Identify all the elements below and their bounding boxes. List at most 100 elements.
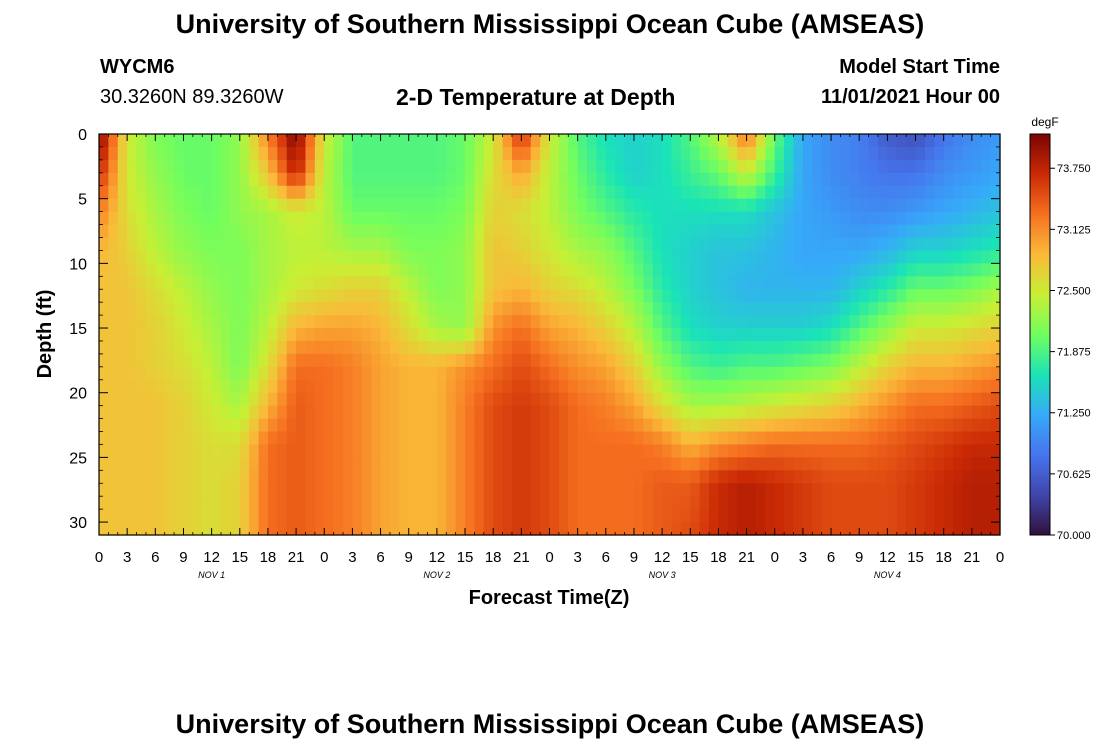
- heatmap-cell: [540, 289, 551, 303]
- heatmap-cell: [286, 185, 297, 200]
- heatmap-cell: [202, 522, 213, 536]
- heatmap-cell: [737, 134, 748, 148]
- y-tick-label: 0: [78, 127, 87, 144]
- heatmap-cell: [296, 134, 307, 148]
- heatmap-cell: [380, 444, 391, 458]
- heatmap-cell: [596, 431, 607, 446]
- heatmap-cell: [662, 509, 673, 523]
- heatmap-cell: [483, 276, 494, 290]
- heatmap-cell: [849, 198, 860, 213]
- heatmap-cell: [389, 159, 400, 174]
- heatmap-cell: [652, 353, 663, 368]
- heatmap-cell: [380, 134, 391, 148]
- heatmap-cell: [587, 444, 598, 458]
- heatmap-cell: [136, 289, 147, 303]
- heatmap-cell: [399, 250, 410, 264]
- heatmap-cell: [587, 328, 598, 342]
- heatmap-cell: [474, 444, 485, 458]
- heatmap-cell: [831, 522, 842, 536]
- heatmap-cell: [145, 289, 156, 303]
- heatmap-cell: [230, 172, 241, 187]
- heatmap-cell: [831, 483, 842, 497]
- heatmap-cell: [99, 159, 109, 174]
- heatmap-cell: [136, 146, 147, 161]
- heatmap-cell: [915, 522, 926, 536]
- x-tick-label: 12: [879, 549, 896, 566]
- x-tick-label: 18: [260, 549, 277, 566]
- heatmap-cell: [127, 353, 138, 368]
- heatmap-cell: [418, 198, 429, 213]
- heatmap-cell: [774, 328, 785, 342]
- heatmap-cell: [202, 250, 213, 264]
- heatmap-cell: [587, 418, 598, 433]
- heatmap-cell: [812, 276, 823, 290]
- heatmap-cell: [924, 211, 935, 226]
- heatmap-cell: [831, 250, 842, 264]
- heatmap-cell: [840, 159, 851, 174]
- heatmap-cell: [333, 405, 344, 420]
- heatmap-cell: [427, 522, 438, 536]
- heatmap-cell: [802, 146, 813, 161]
- heatmap-cell: [718, 224, 729, 239]
- heatmap-cell: [727, 328, 738, 342]
- heatmap-cell: [174, 444, 185, 458]
- heatmap-cell: [164, 405, 175, 420]
- heatmap-cell: [727, 340, 738, 355]
- heatmap-cell: [305, 134, 316, 148]
- heatmap-cell: [455, 250, 466, 264]
- heatmap-cell: [915, 328, 926, 342]
- heatmap-cell: [540, 159, 551, 174]
- heatmap-cell: [399, 146, 410, 161]
- heatmap-cell: [671, 366, 682, 381]
- heatmap-cell: [343, 418, 354, 433]
- heatmap-cell: [296, 431, 307, 446]
- heatmap-cell: [840, 289, 851, 303]
- heatmap-cell: [981, 198, 992, 213]
- heatmap-cell: [802, 496, 813, 510]
- heatmap-cell: [286, 224, 297, 239]
- heatmap-cell: [211, 185, 222, 200]
- heatmap-cell: [887, 392, 898, 407]
- heatmap-cell: [587, 496, 598, 510]
- heatmap-cell: [314, 159, 325, 174]
- heatmap-cell: [746, 146, 757, 161]
- heatmap-cell: [343, 509, 354, 523]
- heatmap-cell: [596, 315, 607, 329]
- heatmap-cell: [690, 340, 701, 355]
- heatmap-cell: [230, 496, 241, 510]
- heatmap-cell: [511, 470, 522, 484]
- heatmap-cell: [962, 211, 973, 226]
- heatmap-cell: [474, 470, 485, 484]
- heatmap-cell: [558, 302, 569, 316]
- heatmap-cell: [155, 198, 166, 213]
- heatmap-cell: [737, 496, 748, 510]
- heatmap-cell: [887, 172, 898, 187]
- heatmap-cell: [136, 496, 147, 510]
- heatmap-cell: [446, 211, 457, 226]
- heatmap-cell: [934, 198, 945, 213]
- heatmap-cell: [446, 470, 457, 484]
- heatmap-cell: [408, 379, 419, 394]
- heatmap-cell: [549, 185, 560, 200]
- heatmap-cell: [239, 496, 250, 510]
- heatmap-cell: [530, 224, 541, 239]
- heatmap-cell: [840, 146, 851, 161]
- heatmap-cell: [258, 328, 269, 342]
- heatmap-cell: [887, 457, 898, 471]
- heatmap-cell: [887, 366, 898, 381]
- heatmap-cell: [699, 522, 710, 536]
- day-label: NOV 4: [874, 570, 901, 580]
- heatmap-cell: [399, 134, 410, 148]
- heatmap-cell: [821, 276, 832, 290]
- heatmap-cell: [896, 457, 907, 471]
- heatmap-cell: [502, 134, 513, 148]
- heatmap-cell: [117, 198, 128, 213]
- heatmap-cell: [671, 211, 682, 226]
- heatmap-cell: [906, 302, 917, 316]
- heatmap-cell: [596, 418, 607, 433]
- heatmap-cell: [605, 134, 616, 148]
- heatmap-cell: [380, 509, 391, 523]
- heatmap-cell: [709, 483, 720, 497]
- heatmap-cell: [483, 237, 494, 252]
- heatmap-cell: [821, 470, 832, 484]
